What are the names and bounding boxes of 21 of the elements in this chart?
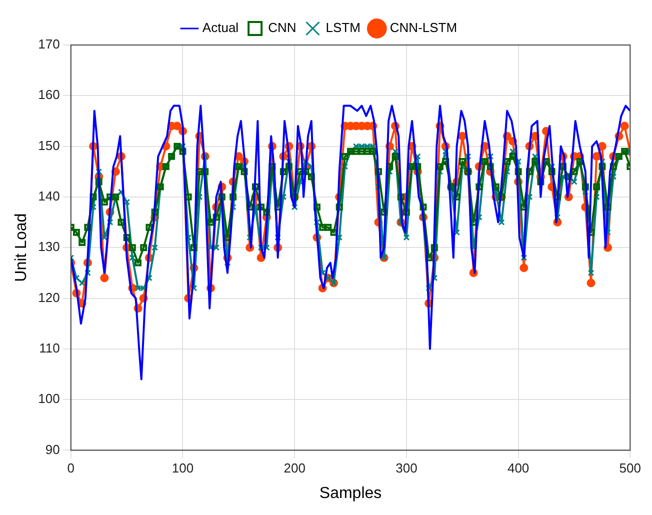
x-tick-label: 500 [619, 460, 642, 476]
y-tick-label: 100 [38, 391, 60, 406]
x-tick-label: 400 [507, 460, 530, 476]
y-tick-label: 160 [38, 87, 60, 102]
y-tick-label: 170 [38, 36, 60, 52]
x-axis-title: Samples [319, 484, 382, 502]
y-tick-label: 110 [39, 340, 60, 356]
x-tick-label: 0 [67, 460, 75, 476]
legend-label: CNN-LSTM [390, 20, 458, 36]
legend-label: LSTM [326, 20, 360, 36]
x-tick-label: 100 [172, 460, 194, 476]
x-tick-label: 300 [396, 460, 418, 476]
y-tick-label: 140 [38, 188, 60, 204]
y-tick-label: 120 [38, 290, 60, 305]
legend-label: CNN [268, 20, 296, 36]
y-tick-label: 90 [45, 442, 60, 457]
legend-label: Actual [202, 20, 239, 36]
y-axis-title: Unit Load [13, 213, 30, 282]
y-tick-label: 150 [38, 138, 60, 153]
x-tick-label: 200 [284, 460, 306, 476]
y-tick-label: 130 [38, 239, 60, 254]
